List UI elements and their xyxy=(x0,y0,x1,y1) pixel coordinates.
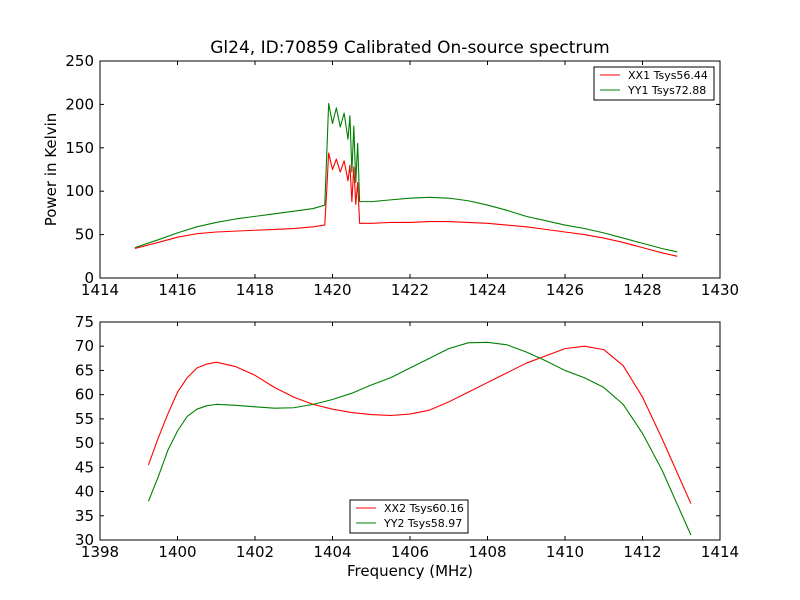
legend-entry: YY2 Tsys58.97 xyxy=(383,517,462,530)
legend-entry: XX1 Tsys56.44 xyxy=(628,69,708,82)
x-tick-label: 1408 xyxy=(468,543,506,561)
x-tick-label: 1412 xyxy=(623,543,661,561)
y-tick-label: 45 xyxy=(75,458,94,476)
y-tick-label: 100 xyxy=(65,182,94,200)
x-tick-label: 1418 xyxy=(236,281,274,299)
x-tick-label: 1420 xyxy=(313,281,351,299)
series-line-2-1 xyxy=(147,345,692,504)
y-tick-label: 70 xyxy=(75,337,94,355)
y-axis-label: Power in Kelvin xyxy=(42,113,60,227)
chart-title: Gl24, ID:70859 Calibrated On-source spec… xyxy=(210,38,610,58)
y-tick-label: 30 xyxy=(75,531,94,549)
x-tick-label: 1430 xyxy=(701,281,739,299)
x-tick-label: 1424 xyxy=(468,281,506,299)
legend-box xyxy=(593,66,715,101)
x-tick-label: 1422 xyxy=(391,281,429,299)
x-tick-label: 1400 xyxy=(158,543,196,561)
x-tick-label: 1426 xyxy=(546,281,584,299)
y-tick-label: 40 xyxy=(75,483,94,501)
x-tick-label: 1398 xyxy=(81,543,119,561)
y-tick-label: 60 xyxy=(75,386,94,404)
y-tick-label: 55 xyxy=(75,410,94,428)
series-line-2-2 xyxy=(147,341,692,536)
x-tick-label: 1414 xyxy=(701,543,739,561)
x-tick-label: 1410 xyxy=(546,543,584,561)
legend-entry: XX2 Tsys60.16 xyxy=(384,502,464,515)
x-tick-label: 1406 xyxy=(391,543,429,561)
y-tick-label: 0 xyxy=(84,269,94,287)
bottom-panel: 1398 1400 1402 1404 1406 1408 1410 1412 1414 30 35… xyxy=(75,313,739,580)
top-panel: 1414 1416 1418 1420 1422 1424 1426 1428 1430 0 50 1… xyxy=(42,52,739,299)
y-tick-label: 65 xyxy=(75,361,94,379)
y-tick-label: 250 xyxy=(65,52,94,70)
y-tick-label: 50 xyxy=(75,226,94,244)
x-tick-label: 1402 xyxy=(236,543,274,561)
y-tick-label: 200 xyxy=(65,95,94,113)
x-tick-label: 1414 xyxy=(81,281,119,299)
x-axis-label: Frequency (MHz) xyxy=(347,562,473,580)
legend: XX1 Tsys56.44 YY1 Tsys72.88 xyxy=(593,66,715,101)
x-tick-label: 1428 xyxy=(623,281,661,299)
x-tick-label: 1416 xyxy=(158,281,196,299)
x-tick-label: 1404 xyxy=(313,543,351,561)
legend-box xyxy=(349,499,469,534)
y-tick-label: 50 xyxy=(75,434,94,452)
legend-entry: YY1 Tsys72.88 xyxy=(627,84,706,97)
y-tick-label: 75 xyxy=(75,313,94,331)
series-line-1-1 xyxy=(134,152,678,257)
legend: XX2 Tsys60.16 YY2 Tsys58.97 xyxy=(349,499,469,534)
y-tick-label: 35 xyxy=(75,507,94,525)
y-tick-label: 150 xyxy=(65,139,94,157)
series-line-1-2 xyxy=(134,102,678,253)
